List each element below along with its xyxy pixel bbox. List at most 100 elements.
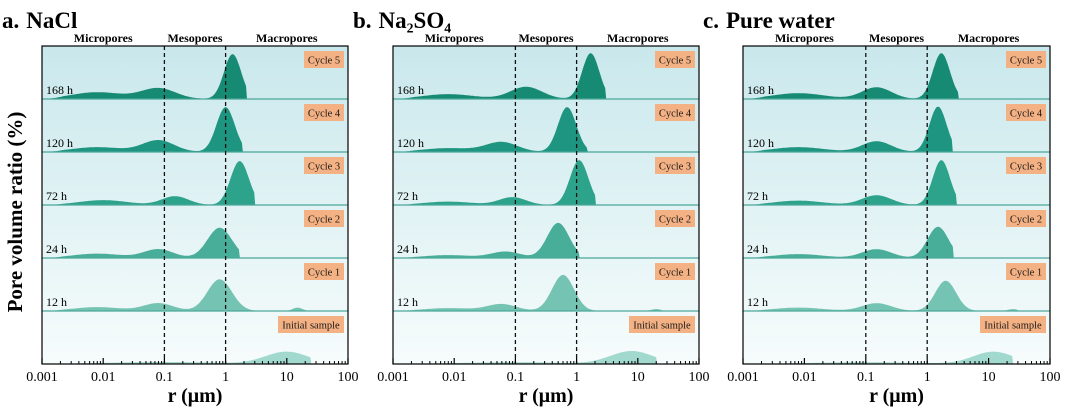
cycle-label: Initial sample xyxy=(633,321,691,332)
x-tick-label: 10 xyxy=(631,370,645,385)
time-label: 72 h xyxy=(397,189,418,203)
x-tick-label: 0.001 xyxy=(26,370,58,385)
cycle-badge xyxy=(304,157,344,174)
cycle-label: Cycle 4 xyxy=(308,109,341,120)
distribution-area-4 xyxy=(393,222,699,258)
panel-name: Na₂SO₄ xyxy=(379,8,452,33)
region-label-micropores: Micropores xyxy=(775,31,834,45)
x-tick-label: 100 xyxy=(1040,370,1061,385)
cycle-badge xyxy=(629,316,695,333)
cycle-label: Cycle 2 xyxy=(308,215,340,226)
cycle-label: Cycle 2 xyxy=(659,215,691,226)
panel-name: NaCl xyxy=(26,8,77,33)
panel-frame xyxy=(41,45,349,365)
cycle-badge xyxy=(304,210,344,227)
y-axis-label: Pore volume ratio (%) xyxy=(3,112,27,313)
cycle-label: Cycle 5 xyxy=(308,56,340,67)
x-tick-label: 0.001 xyxy=(727,370,759,385)
distribution-area-6 xyxy=(393,351,699,364)
time-label: 168 h xyxy=(747,83,774,97)
region-label-mesopores: Mesopores xyxy=(167,31,222,45)
x-axis-label: r (μm) xyxy=(519,385,574,407)
cycle-badge xyxy=(1006,210,1046,227)
cycle-badge xyxy=(304,51,344,68)
x-axis-label: r (μm) xyxy=(168,385,223,407)
x-tick-label: 0.1 xyxy=(857,370,875,385)
region-label-micropores: Micropores xyxy=(74,31,133,45)
cycle-badge xyxy=(655,51,695,68)
cycle-badge xyxy=(1006,51,1046,68)
panel-title: b. Na₂SO₄ xyxy=(353,8,451,33)
cycle-badge xyxy=(655,263,695,280)
x-tick-label: 1 xyxy=(573,370,580,385)
x-tick-label: 1 xyxy=(924,370,931,385)
x-tick-label: 100 xyxy=(689,370,710,385)
cycle-badge xyxy=(304,104,344,121)
cycle-label: Cycle 1 xyxy=(1010,268,1042,279)
x-tick-label: 0.01 xyxy=(792,370,817,385)
time-label: 12 h xyxy=(46,295,67,309)
x-tick-label: 0.1 xyxy=(156,370,174,385)
region-label-mesopores: Mesopores xyxy=(518,31,573,45)
x-tick-label: 0.001 xyxy=(377,370,409,385)
time-label: 120 h xyxy=(747,136,774,150)
x-axis-label: r (μm) xyxy=(869,385,924,407)
cycle-label: Cycle 5 xyxy=(659,56,691,67)
panel-frame xyxy=(392,45,700,365)
time-label: 24 h xyxy=(46,242,67,256)
region-label-macropores: Macropores xyxy=(607,31,669,45)
x-tick-label: 10 xyxy=(982,370,996,385)
cycle-badge xyxy=(1006,157,1046,174)
cycle-badge xyxy=(980,316,1046,333)
cycle-label: Cycle 4 xyxy=(1010,109,1043,120)
distribution-area-5 xyxy=(393,274,699,311)
cycle-label: Cycle 5 xyxy=(1010,56,1042,67)
panel-name: Pure water xyxy=(726,8,835,33)
cycle-badge xyxy=(655,104,695,121)
cycle-label: Initial sample xyxy=(282,321,340,332)
region-label-macropores: Macropores xyxy=(958,31,1020,45)
x-tick-label: 0.1 xyxy=(507,370,525,385)
panel-frame xyxy=(742,45,1051,365)
cycle-label: Cycle 3 xyxy=(659,162,691,173)
time-label: 120 h xyxy=(397,136,424,150)
cycle-label: Cycle 3 xyxy=(1010,162,1042,173)
cycle-badge xyxy=(655,210,695,227)
cycle-badge xyxy=(1006,104,1046,121)
panel-letter: c. xyxy=(703,8,719,33)
cycle-badge xyxy=(1006,263,1046,280)
x-tick-label: 100 xyxy=(338,370,359,385)
cycle-label: Cycle 4 xyxy=(659,109,692,120)
cycle-badge xyxy=(304,263,344,280)
region-label-micropores: Micropores xyxy=(425,31,484,45)
region-label-macropores: Macropores xyxy=(256,31,318,45)
distribution-area-6 xyxy=(42,351,348,364)
time-label: 24 h xyxy=(397,242,418,256)
panel-letter: b. xyxy=(353,8,372,33)
time-label: 168 h xyxy=(397,83,424,97)
cycle-label: Cycle 2 xyxy=(1010,215,1042,226)
panel-title: a. NaCl xyxy=(2,8,77,33)
panel-title: c. Pure water xyxy=(703,8,835,33)
time-label: 72 h xyxy=(46,189,67,203)
time-label: 12 h xyxy=(747,295,768,309)
panel-letter: a. xyxy=(2,8,19,33)
time-label: 168 h xyxy=(46,83,73,97)
x-tick-label: 0.01 xyxy=(91,370,116,385)
x-tick-label: 10 xyxy=(280,370,294,385)
cycle-label: Initial sample xyxy=(984,321,1042,332)
cycle-label: Cycle 1 xyxy=(659,268,691,279)
cycle-badge xyxy=(278,316,344,333)
time-label: 72 h xyxy=(747,189,768,203)
cycle-label: Cycle 3 xyxy=(308,162,340,173)
time-label: 24 h xyxy=(747,242,768,256)
region-label-mesopores: Mesopores xyxy=(869,31,924,45)
cycle-label: Cycle 1 xyxy=(308,268,340,279)
distribution-area-6 xyxy=(743,351,1050,364)
time-label: 12 h xyxy=(397,295,418,309)
